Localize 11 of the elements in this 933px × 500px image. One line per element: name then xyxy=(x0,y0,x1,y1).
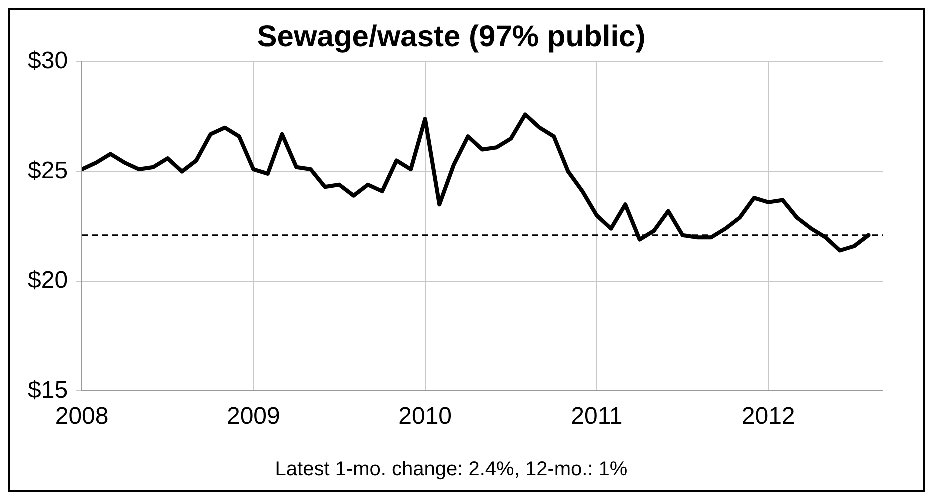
x-tick-label: 2011 xyxy=(571,403,623,430)
y-tick-label: $15 xyxy=(28,376,68,404)
x-tick-label: 2010 xyxy=(398,403,452,430)
text: Latest 1-mo. change: 2.4%, 12-mo.: 1% xyxy=(275,458,628,481)
x-tick-label: 2009 xyxy=(226,403,280,430)
y-tick-label: $30 xyxy=(28,48,68,75)
y-tick-label: $20 xyxy=(28,267,68,294)
y-tick-label: $25 xyxy=(28,157,68,184)
x-tick-label: 2008 xyxy=(55,403,109,430)
x-tick-label: 2012 xyxy=(742,403,796,430)
chart-title: Sewage/waste (97% public) xyxy=(257,20,646,54)
